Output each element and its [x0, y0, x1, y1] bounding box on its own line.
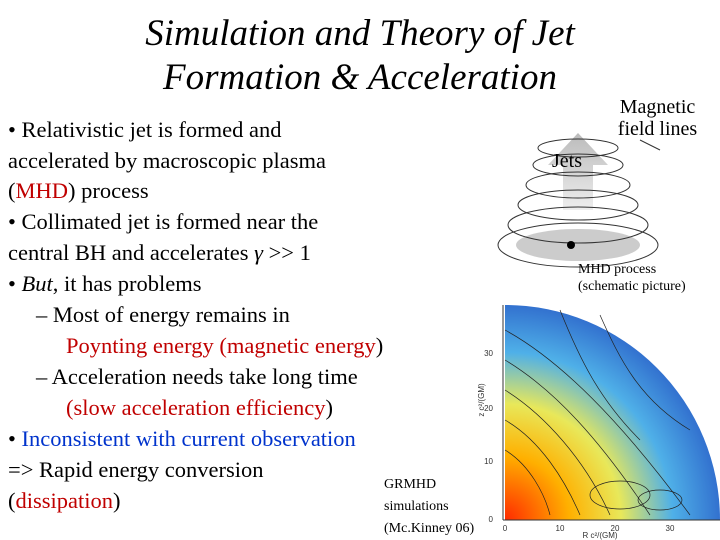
- text-line: – Most of energy remains in: [36, 301, 290, 329]
- schematic-caption: MHD process (schematic picture): [578, 261, 686, 295]
- title: Simulation and Theory of Jet: [145, 13, 575, 54]
- black-hole: [567, 241, 575, 249]
- highlight: dissipation: [15, 488, 114, 513]
- y-tick-label: 10: [484, 457, 493, 466]
- text-line: (MHD) process: [8, 177, 149, 205]
- text: ): [113, 488, 121, 513]
- highlight: MHD: [15, 178, 69, 203]
- caption-line: MHD process: [578, 262, 657, 277]
- text: – Acceleration needs take long time: [36, 364, 358, 389]
- text: • Collimated jet is formed near the: [8, 209, 319, 234]
- label-line: Magnetic: [619, 96, 696, 118]
- text-line: • Inconsistent with current observation: [8, 425, 356, 453]
- text: accelerated by macroscopic plasma: [8, 148, 326, 173]
- text: • Relativistic jet is formed and: [8, 117, 282, 142]
- x-tick-label: 0: [503, 524, 508, 533]
- text-line: • Relativistic jet is formed and: [8, 116, 281, 144]
- emphasis: But: [21, 271, 53, 296]
- y-axis-label: z c²/(GM): [477, 383, 486, 417]
- y-tick-label: 0: [489, 515, 494, 524]
- text-line: => Rapid energy conversion: [8, 456, 264, 484]
- text: central BH and accelerates: [8, 240, 255, 265]
- text-line: accelerated by macroscopic plasma: [8, 147, 326, 175]
- jets-label: Jets: [552, 150, 582, 172]
- text-line: (slow acceleration efficiency): [66, 394, 333, 422]
- y-tick-label: 30: [484, 349, 493, 358]
- text-line: • Collimated jet is formed near the: [8, 208, 318, 236]
- disk: [516, 229, 640, 261]
- text: ): [325, 395, 333, 420]
- text-line: Poynting energy (magnetic energy): [66, 332, 383, 360]
- text: – Most of energy remains in: [36, 302, 290, 327]
- highlight: (slow acceleration efficiency: [66, 395, 326, 420]
- text-line: – Acceleration needs take long time: [36, 363, 358, 391]
- x-tick-label: 20: [611, 524, 620, 533]
- text-line: • But, it has problems: [8, 270, 202, 298]
- text: •: [8, 426, 22, 451]
- text: , it has problems: [52, 271, 202, 296]
- x-tick-label: 30: [666, 524, 675, 533]
- caption-line: GRMHD: [384, 477, 437, 492]
- caption-line: (Mc.Kinney 06): [384, 521, 475, 536]
- highlight: Inconsistent with current observation: [21, 426, 356, 451]
- text: => Rapid energy conversion: [8, 457, 264, 482]
- title: Formation & Acceleration: [163, 57, 557, 98]
- field-lines: [497, 138, 661, 268]
- x-axis-label: R c²/(GM): [582, 531, 617, 540]
- contours: [504, 309, 691, 516]
- symbol: γ: [254, 240, 263, 265]
- text: •: [8, 271, 22, 296]
- field-label: Magnetic field lines: [600, 96, 715, 140]
- text: ) process: [68, 178, 149, 203]
- caption-line: (schematic picture): [578, 279, 686, 294]
- x-tick-label: 10: [556, 524, 565, 533]
- text: ): [375, 333, 384, 358]
- highlight: magnetic energy: [226, 333, 376, 358]
- text-line: (dissipation): [8, 487, 121, 515]
- simulation-image: [505, 305, 720, 520]
- y-tick-label: 20: [484, 404, 493, 413]
- text: >> 1: [262, 240, 311, 265]
- text: (: [8, 488, 16, 513]
- simulation-caption: GRMHD simulations (Mc.Kinney 06): [384, 474, 474, 540]
- text: (: [8, 178, 16, 203]
- caption-line: simulations: [384, 499, 449, 514]
- text-line: central BH and accelerates γ >> 1: [8, 239, 311, 267]
- highlight: Poynting energy (: [66, 333, 227, 358]
- label-line: field lines: [617, 118, 698, 140]
